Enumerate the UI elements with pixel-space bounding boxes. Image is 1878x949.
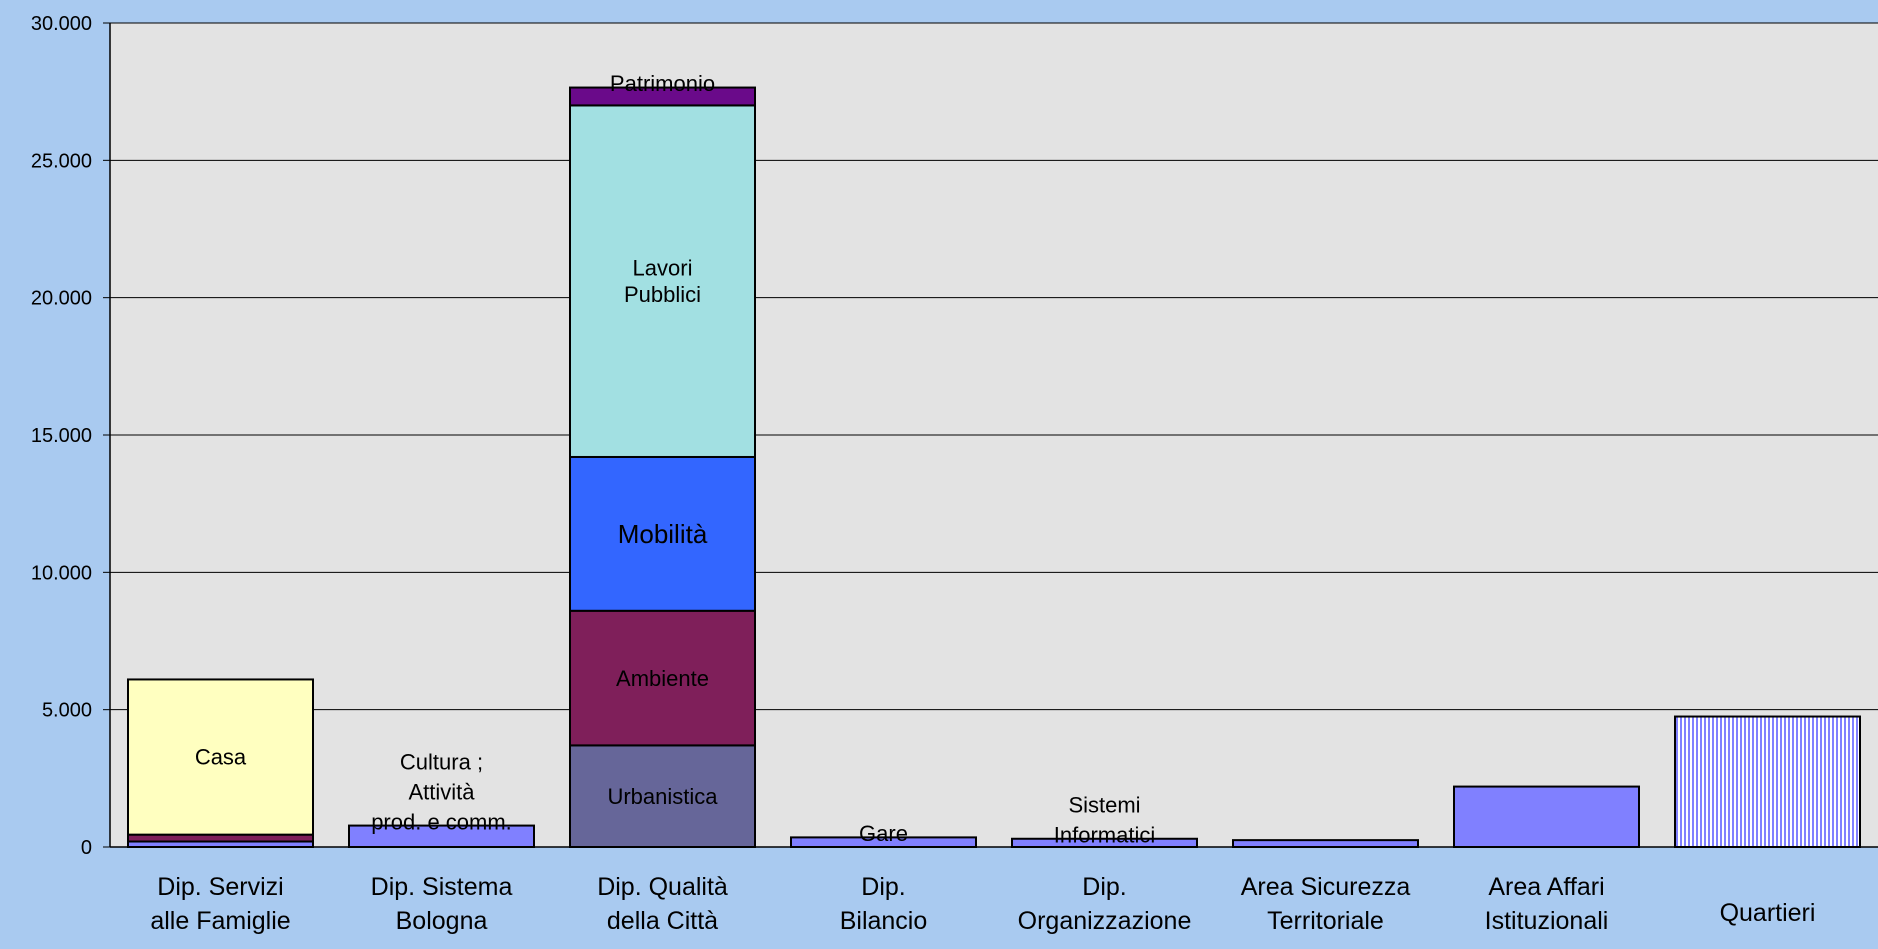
segment-label: Mobilità <box>618 519 708 549</box>
y-tick-label: 10.000 <box>31 562 92 584</box>
bar-segment <box>1453 785 1640 848</box>
y-tick-label: 0 <box>81 837 92 859</box>
y-tick-label: 25.000 <box>31 150 92 172</box>
x-category-label: Quartieri <box>1720 899 1816 927</box>
segment-label: Patrimonio <box>610 71 715 96</box>
x-category-label: Dip. Organizzazione <box>1018 873 1192 935</box>
segment-label: Sistemi Informatici <box>1054 792 1155 847</box>
bar-segment <box>569 609 756 747</box>
segment-label: Gare <box>859 821 908 846</box>
y-tick-label: 15.000 <box>31 425 92 447</box>
bar-segment <box>569 455 756 612</box>
bar-segment <box>127 678 314 836</box>
bar-segment <box>569 86 756 107</box>
x-category-label: Dip. Bilancio <box>840 873 928 935</box>
x-category-label: Area Sicurezza Territoriale <box>1241 873 1411 935</box>
y-axis: 0 5.000 10.000 15.000 20.000 25.000 30.000 <box>31 13 111 859</box>
segment-label: Cultura ; Attività prod. e comm. <box>371 749 512 834</box>
segment-label: Lavori Pubblici <box>624 256 701 307</box>
bar-segment <box>127 833 314 843</box>
gridlines <box>110 22 1878 711</box>
x-category-label: Dip. Sistema Bologna <box>371 873 513 935</box>
bar-segment <box>1232 839 1419 849</box>
bar-segment <box>569 104 756 458</box>
x-axis: Dip. Servizi alle Famiglie Dip. Sistema Bol… <box>110 846 1878 935</box>
y-tick-label: 30.000 <box>31 13 92 35</box>
bars-group <box>127 86 1861 849</box>
segment-label: Urbanistica <box>607 784 718 809</box>
y-tick-label: 20.000 <box>31 288 92 310</box>
segment-label: Ambiente <box>616 666 709 691</box>
bar-segment <box>569 744 756 849</box>
bar-segment <box>1674 715 1861 848</box>
x-category-label: Dip. Qualità della Città <box>597 873 728 935</box>
segment-label: Casa <box>195 745 247 770</box>
y-tick-label: 5.000 <box>42 700 92 722</box>
x-category-label: Area Affari Istituzionali <box>1485 873 1609 935</box>
segment-labels: Casa Cultura ; Attività prod. e comm. Urbani… <box>195 71 1155 847</box>
x-category-label: Dip. Servizi alle Famiglie <box>150 873 290 935</box>
